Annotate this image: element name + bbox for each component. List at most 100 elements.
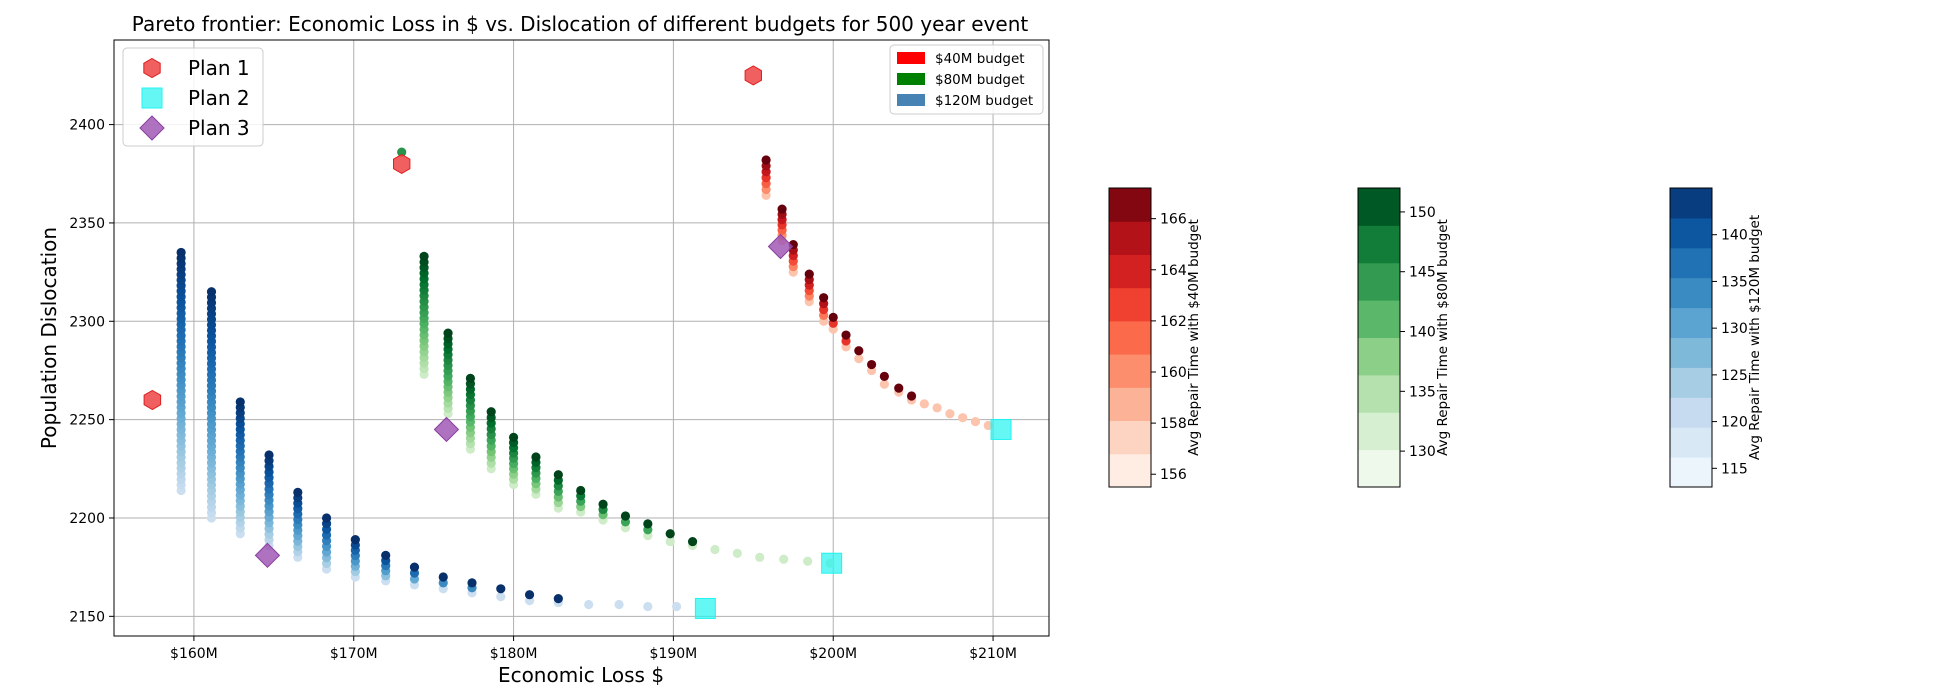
colorbar-tick-label: 145 xyxy=(1409,265,1436,281)
data-point xyxy=(206,287,217,297)
data-point xyxy=(524,590,535,600)
plan-marker xyxy=(990,418,1012,440)
colorbar-label: Avg Repair Time with $120M budget xyxy=(1747,215,1763,460)
data-point xyxy=(755,552,765,562)
plan-marker xyxy=(433,416,460,443)
series-points xyxy=(397,147,835,568)
legend-budgets-box xyxy=(889,44,1044,115)
colorbar-tick-label: 115 xyxy=(1721,461,1748,477)
axes: $160M $170M $180M $190M $200M $210M 2150 2200 22… xyxy=(69,118,1017,662)
legend-budget-label: $80M budget xyxy=(935,72,1025,88)
x-axis-label: Economic Loss $ xyxy=(498,663,664,687)
data-point xyxy=(614,599,624,610)
legend-plan-marker xyxy=(141,87,163,109)
colorbar-frame xyxy=(1357,187,1401,488)
data-point xyxy=(854,346,864,356)
colorbar-frame xyxy=(1669,187,1713,488)
data-point xyxy=(465,373,476,383)
colorbar-level xyxy=(1670,397,1712,428)
legend-plan-label: Plan 3 xyxy=(188,116,250,140)
legend-budgets: $40M budget $80M budget $120M budget xyxy=(889,44,1044,115)
y-tick-label: 2400 xyxy=(69,118,105,134)
data-point xyxy=(819,293,829,303)
data-point xyxy=(598,499,608,509)
colorbar-frame xyxy=(1108,187,1152,488)
chart-title: Pareto frontier: Economic Loss in $ vs. … xyxy=(132,12,1029,36)
x-tick-label: $170M xyxy=(330,646,378,662)
data-point xyxy=(803,556,813,566)
colorbar-level xyxy=(1670,457,1712,488)
colorbar-level xyxy=(1670,277,1712,309)
data-point xyxy=(508,432,519,442)
colorbar-level xyxy=(1358,337,1400,376)
colorbar-tick-label: 150 xyxy=(1409,205,1436,221)
data-point xyxy=(854,354,864,364)
data-point xyxy=(804,269,814,279)
colorbar-tick-label: 140 xyxy=(1721,228,1748,244)
legend-plan-label: Plan 2 xyxy=(188,86,250,110)
data-point xyxy=(919,399,929,409)
data-point xyxy=(531,452,541,462)
data-point xyxy=(350,535,360,545)
colorbar-tick-label: 166 xyxy=(1160,212,1187,228)
plan-marker xyxy=(254,542,281,569)
data-point xyxy=(958,413,968,423)
y-axis-label: Population Dislocation xyxy=(37,227,61,449)
data-point xyxy=(665,529,675,539)
legend-budget-label: $40M budget xyxy=(935,51,1025,67)
x-tick-label: $210M xyxy=(969,646,1017,662)
data-point xyxy=(264,450,274,460)
legend-plan-marker xyxy=(139,115,165,141)
colorbar-tick-label: 125 xyxy=(1721,368,1748,384)
data-point xyxy=(409,562,420,572)
colorbar-level xyxy=(1358,412,1400,451)
data-point xyxy=(671,601,682,612)
colorbar-level xyxy=(1670,427,1712,458)
colorbar-level xyxy=(1358,300,1400,338)
legend-plans: Plan 1 Plan 2 Plan 3 xyxy=(122,47,264,147)
colorbar-tick-label: 120 xyxy=(1721,415,1748,431)
plan-marker xyxy=(393,153,411,174)
y-tick-label: 2150 xyxy=(69,609,105,625)
y-tick-label: 2200 xyxy=(69,511,105,527)
data-point xyxy=(496,584,506,594)
colorbar-tick-label: 162 xyxy=(1160,314,1187,330)
colorbar-tick-label: 130 xyxy=(1721,321,1748,337)
legend-budget-swatch xyxy=(897,94,925,106)
data-point xyxy=(879,379,889,389)
data-point xyxy=(321,513,332,523)
data-point xyxy=(620,511,631,521)
data-point xyxy=(828,312,838,322)
data-point xyxy=(553,594,563,604)
colorbar: 115 120 125 130 135 140 Avg Repair Time with $… xyxy=(1669,187,1763,488)
data-point xyxy=(553,470,563,480)
x-tick-label: $200M xyxy=(809,646,857,662)
legend-budget-swatch xyxy=(897,52,925,64)
colorbar-tick-label: 135 xyxy=(1409,384,1436,400)
x-tick-label: $190M xyxy=(650,646,698,662)
colorbar-level xyxy=(1109,221,1151,255)
legend-budget-swatch xyxy=(897,73,925,85)
grid-lines xyxy=(114,40,1049,636)
data-point xyxy=(176,247,186,258)
legend-plan-label: Plan 1 xyxy=(188,56,250,80)
data-point xyxy=(866,359,877,370)
data-point xyxy=(467,578,477,588)
y-tick-label: 2350 xyxy=(69,216,105,232)
x-tick-label: $180M xyxy=(490,646,538,662)
data-point xyxy=(443,328,453,338)
colorbar-level xyxy=(1670,217,1712,249)
data-point xyxy=(732,548,742,558)
plan-marker xyxy=(767,233,794,260)
data-point xyxy=(235,397,245,407)
data-point xyxy=(687,536,698,547)
colorbar-level xyxy=(1358,188,1400,226)
colorbar-level xyxy=(1109,287,1151,322)
data-point xyxy=(710,544,720,555)
colorbar-level xyxy=(1670,367,1712,398)
data-point xyxy=(841,330,851,340)
data-point xyxy=(779,554,789,564)
colorbar-tick-label: 130 xyxy=(1409,444,1436,460)
data-point xyxy=(438,572,448,582)
